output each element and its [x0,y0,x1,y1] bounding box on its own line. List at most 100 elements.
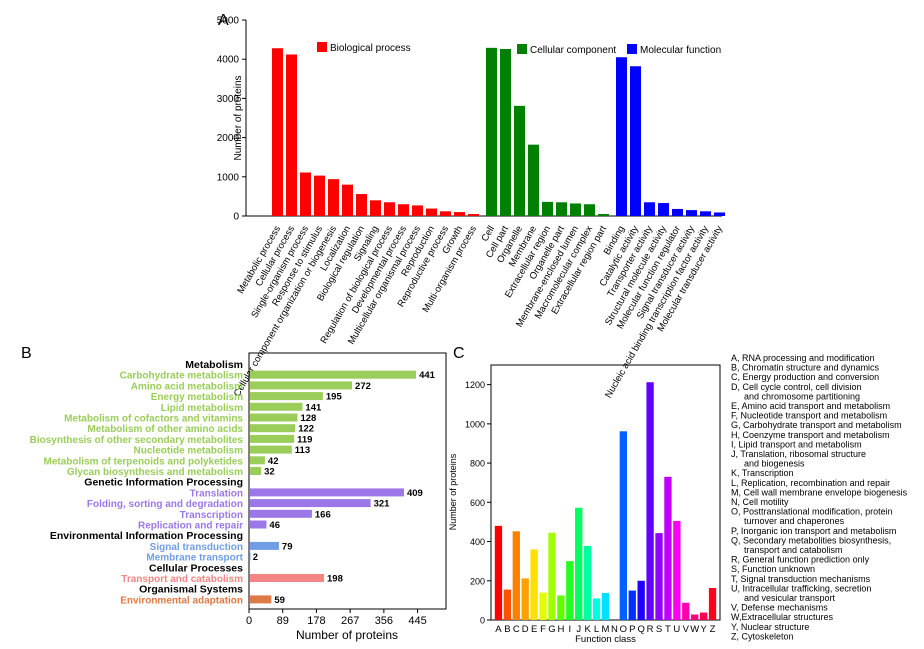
c-legend-entry: and chromosome partitioning [744,391,860,401]
c-legend-entry: G, Carbohydrate transport and metabolism [731,420,902,430]
c-legend-entry: Q, Secondary metabolities biosynthesis, [731,535,891,545]
b-x-tick-label: 445 [408,615,426,627]
b-group-header: Organismal Systems [139,584,243,596]
a-legend-label: Biological process [330,43,411,54]
c-category-label: G [548,624,555,635]
c-bar [628,590,636,620]
c-legend-entry: A, RNA processing and modification [731,353,875,363]
c-bar [655,533,663,620]
c-legend-entry: J, Translation, ribosomal structure [731,449,866,459]
b-value-label: 119 [297,434,312,445]
a-y-tick-label: 1000 [217,172,240,183]
b-x-tick-label: 267 [341,615,359,627]
c-bar [584,546,592,620]
a-bar [584,204,595,216]
c-legend-entry: U, Intracellular trafficking, secretion [731,583,871,593]
b-bar [250,467,262,475]
b-value-label: 79 [282,541,293,552]
c-bar [664,476,672,620]
panel-label-b: B [21,345,32,362]
c-legend-entry: and biogenesis [744,459,805,469]
c-legend-entry: F, Nucleotide transport and metabolism [731,411,887,421]
c-legend-entry: K, Transcription [731,468,794,478]
b-category-label: Folding, sorting and degradation [87,499,243,510]
c-category-label: M [602,624,610,635]
a-bar [384,202,395,216]
b-x-tick-label: 89 [277,615,289,627]
c-bar [673,520,681,620]
c-category-label: Y [700,624,707,635]
b-bar [250,488,404,497]
c-category-label: B [504,624,510,635]
b-bar [250,370,417,379]
a-legend-swatch [627,44,637,54]
c-y-tick-label: 800 [470,459,485,469]
c-bar [512,531,520,620]
b-bar [250,445,292,454]
c-bar [699,612,708,620]
c-y-tick-label: 0 [480,616,485,626]
a-bar [570,203,581,216]
b-category-label: Environmental adaptation [120,595,243,606]
b-group-header: Cellular Processes [149,562,243,574]
a-bar [454,212,465,216]
a-bar [542,201,553,216]
b-category-label: Energy metabolism [151,392,243,403]
a-bar [272,48,283,216]
c-category-label: A [495,624,502,635]
a-legend-label: Molecular function [640,45,721,56]
c-category-label: C [513,624,520,635]
b-group-header: Environmental Information Processing [50,530,243,542]
b-category-label: Metabolism of cofactors and vitamins [64,414,243,425]
b-bar [250,424,296,433]
c-category-label: Q [637,624,644,635]
c-y-tick-label: 1200 [465,380,485,390]
c-legend-entry: L, Replication, recombination and repair [731,478,890,488]
c-bar [601,592,610,620]
c-legend-entry: S, Function unknown [731,564,815,574]
b-value-label: 198 [327,574,343,585]
a-bar [556,202,567,216]
b-value-label: 409 [407,488,423,499]
c-bar [548,532,556,620]
a-bar [300,172,311,216]
a-y-tick-label: 5000 [217,16,240,27]
a-bar [356,194,367,216]
b-value-label: 321 [374,499,391,510]
b-group-header: Metabolism [185,359,243,371]
b-value-label: 32 [264,467,275,478]
c-y-tick-label: 200 [470,576,485,586]
c-bar [646,382,654,620]
c-legend-entry: R, General function prediction only [731,555,870,565]
c-legend-entry: D, Cell cycle control, cell division [731,382,862,392]
a-legend-label: Cellular component [530,45,616,56]
b-category-label: Translation [190,488,243,499]
b-bar [250,434,295,443]
c-y-tick-label: 1000 [465,419,485,429]
c-legend-entry: Z, Cytoskeleton [731,631,794,641]
b-bar [250,595,272,604]
c-category-label: H [557,624,564,635]
c-bar [521,578,529,620]
a-legend-swatch [317,42,327,52]
b-category-label: Transcription [180,510,243,521]
b-bar [250,413,298,422]
c-bar [592,598,601,620]
panel-label-a: A [218,12,229,29]
a-bar [630,66,641,216]
c-category-label: R [647,624,654,635]
c-legend-entry: M, Cell wall membrane envelope biogenesi… [731,487,908,497]
b-bar [250,392,323,401]
c-category-label: W [690,624,699,635]
b-value-label: 42 [268,456,279,467]
c-category-label: N [611,624,618,635]
c-category-label: D [522,624,529,635]
b-value-label: 272 [355,381,371,392]
c-legend-entry: transport and catabolism [744,545,843,555]
c-category-label: S [656,624,662,635]
c-legend-entry: T, Signal transduction mechanisms [731,574,871,584]
b-value-label: 122 [298,424,314,435]
c-legend-entry: P, Inorganic ion transport and metabolis… [731,526,896,536]
c-legend-entry: O, Posttranslational modification, prote… [731,507,893,517]
